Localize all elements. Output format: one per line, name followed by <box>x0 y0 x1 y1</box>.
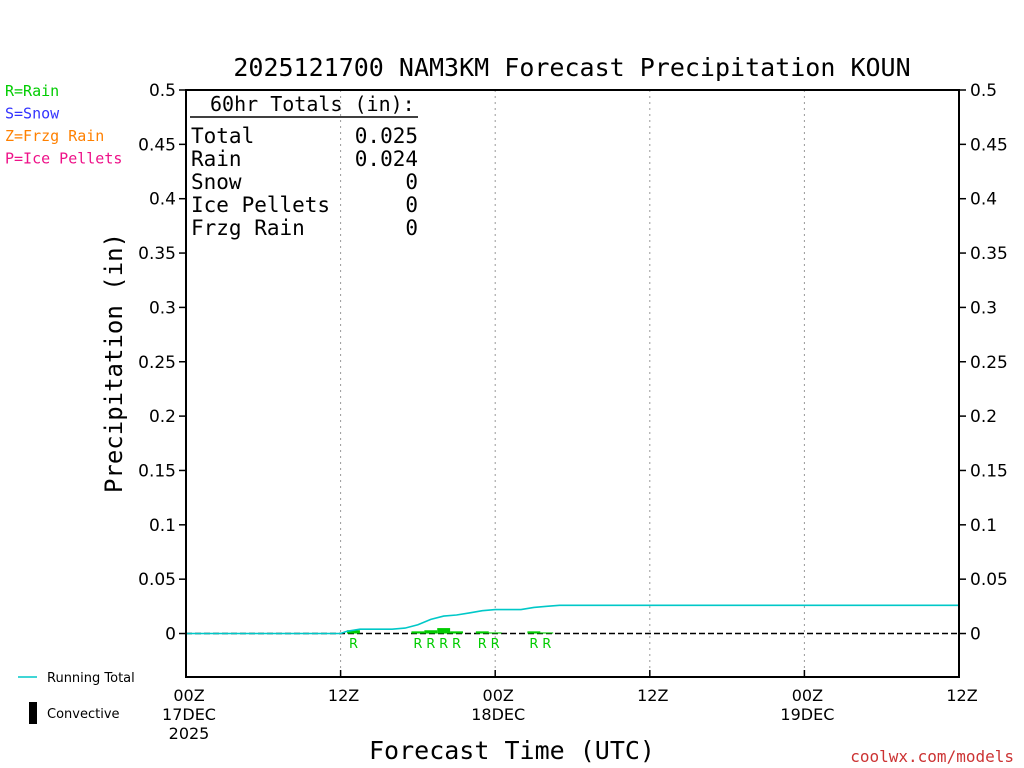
grid-lines <box>340 90 805 677</box>
precip-type-marker: R <box>426 637 435 652</box>
y-tick-label-left: 0.15 <box>138 461 176 481</box>
chart-title: 2025121700 NAM3KM Forecast Precipitation… <box>233 53 910 82</box>
y-tick-label-left: 0.1 <box>149 516 176 536</box>
totals-value: 0 <box>405 170 418 194</box>
running-total-line <box>186 604 959 635</box>
totals-label: Rain <box>191 147 242 171</box>
x-tick-label: 17DEC <box>162 705 216 724</box>
credit-text: coolwx.com/models <box>850 747 1014 766</box>
x-tick-label: 00Z <box>173 686 204 705</box>
y-tick-label-right: 0.5 <box>970 81 997 101</box>
precip-bar <box>411 631 425 634</box>
precip-type-marker: R <box>349 637 358 652</box>
precip-type-legend-item: P=Ice Pellets <box>5 150 122 168</box>
x-tick-label: 18DEC <box>471 705 525 724</box>
y-tick-label-left: 0.5 <box>149 81 176 101</box>
precip-type-marker: R <box>478 637 487 652</box>
totals-value: 0 <box>405 193 418 217</box>
y-axis-label: Precipitation (in) <box>100 233 128 493</box>
precip-type-marker: R <box>529 637 538 652</box>
precip-type-legend-item: Z=Frzg Rain <box>5 127 104 145</box>
x-tick-label: 12Z <box>328 686 359 705</box>
y-tick-label-left: 0.45 <box>138 135 176 155</box>
precip-bar <box>488 632 502 634</box>
y-tick-label-left: 0.4 <box>149 190 176 210</box>
precip-bars <box>347 628 554 634</box>
y-tick-label-right: 0.2 <box>970 407 997 427</box>
y-tick-label-left: 0.3 <box>149 298 176 318</box>
y-tick-label-right: 0.05 <box>970 570 1008 590</box>
precip-type-legend-item: S=Snow <box>5 105 60 123</box>
y-tick-label-right: 0 <box>970 625 981 645</box>
y-tick-label-left: 0.05 <box>138 570 176 590</box>
precip-type-marker: R <box>413 637 422 652</box>
precip-bar <box>347 630 360 634</box>
precip-bar <box>437 628 451 634</box>
precip-type-marker: R <box>491 637 500 652</box>
totals-label: Frzg Rain <box>191 216 305 240</box>
x-tick-label: 00Z <box>483 686 514 705</box>
y-tick-label-right: 0.15 <box>970 461 1008 481</box>
precip-bar <box>475 631 489 634</box>
x-tick-label: 19DEC <box>780 705 834 724</box>
precip-type-legend-item: R=Rain <box>5 82 59 100</box>
y-tick-label-left: 0.2 <box>149 407 176 427</box>
bottom-legend-label: Running Total <box>47 671 135 686</box>
totals-value: 0.025 <box>355 124 418 148</box>
precip-type-marker: R <box>439 637 448 652</box>
legend-bar-swatch <box>29 702 37 724</box>
precip-type-legend: R=Rain S=Snow Z=Frzg Rain P=Ice Pellets <box>5 82 122 168</box>
x-tick-label: 2025 <box>169 724 210 743</box>
totals-value: 0 <box>405 216 418 240</box>
bottom-legend-label: Convective <box>47 707 120 722</box>
precip-bar <box>527 631 541 634</box>
y-tick-label-right: 0.4 <box>970 190 997 210</box>
y-tick-label-right: 0.35 <box>970 244 1008 264</box>
totals-box: 60hr Totals (in): Total 0.025 Rain 0.024 Sno… <box>190 92 418 240</box>
totals-label: Snow <box>191 170 242 194</box>
plot-frame <box>185 89 960 678</box>
totals-value: 0.024 <box>355 147 418 171</box>
y-tick-label-right: 0.1 <box>970 516 997 536</box>
precip-bar <box>540 632 554 634</box>
precip-bar <box>424 630 438 634</box>
precip-type-marker: R <box>542 637 551 652</box>
y-tick-label-right: 0.45 <box>970 135 1008 155</box>
y-tick-label-left: 0 <box>165 625 176 645</box>
y-tick-label-left: 0.25 <box>138 353 176 373</box>
precip-type-marker: R <box>452 637 461 652</box>
x-tick-label: 12Z <box>637 686 668 705</box>
totals-label: Ice Pellets <box>191 193 330 217</box>
totals-label: Total <box>191 124 254 148</box>
totals-header: 60hr Totals (in): <box>210 92 415 116</box>
y-ticks: 0.5 0.5 0.45 0.45 0.4 0.4 0.35 0.35 0.3 0.3 0.25 0.… <box>138 81 1008 645</box>
x-tick-label: 00Z <box>792 686 823 705</box>
running-total-series <box>186 604 959 635</box>
y-tick-label-right: 0.3 <box>970 298 997 318</box>
y-tick-label-left: 0.35 <box>138 244 176 264</box>
precip-bar <box>450 631 463 634</box>
x-tick-label: 12Z <box>946 686 977 705</box>
y-tick-label-right: 0.25 <box>970 353 1008 373</box>
bottom-legend: Running Total Convective <box>18 671 135 724</box>
x-axis-label: Forecast Time (UTC) <box>369 736 655 765</box>
